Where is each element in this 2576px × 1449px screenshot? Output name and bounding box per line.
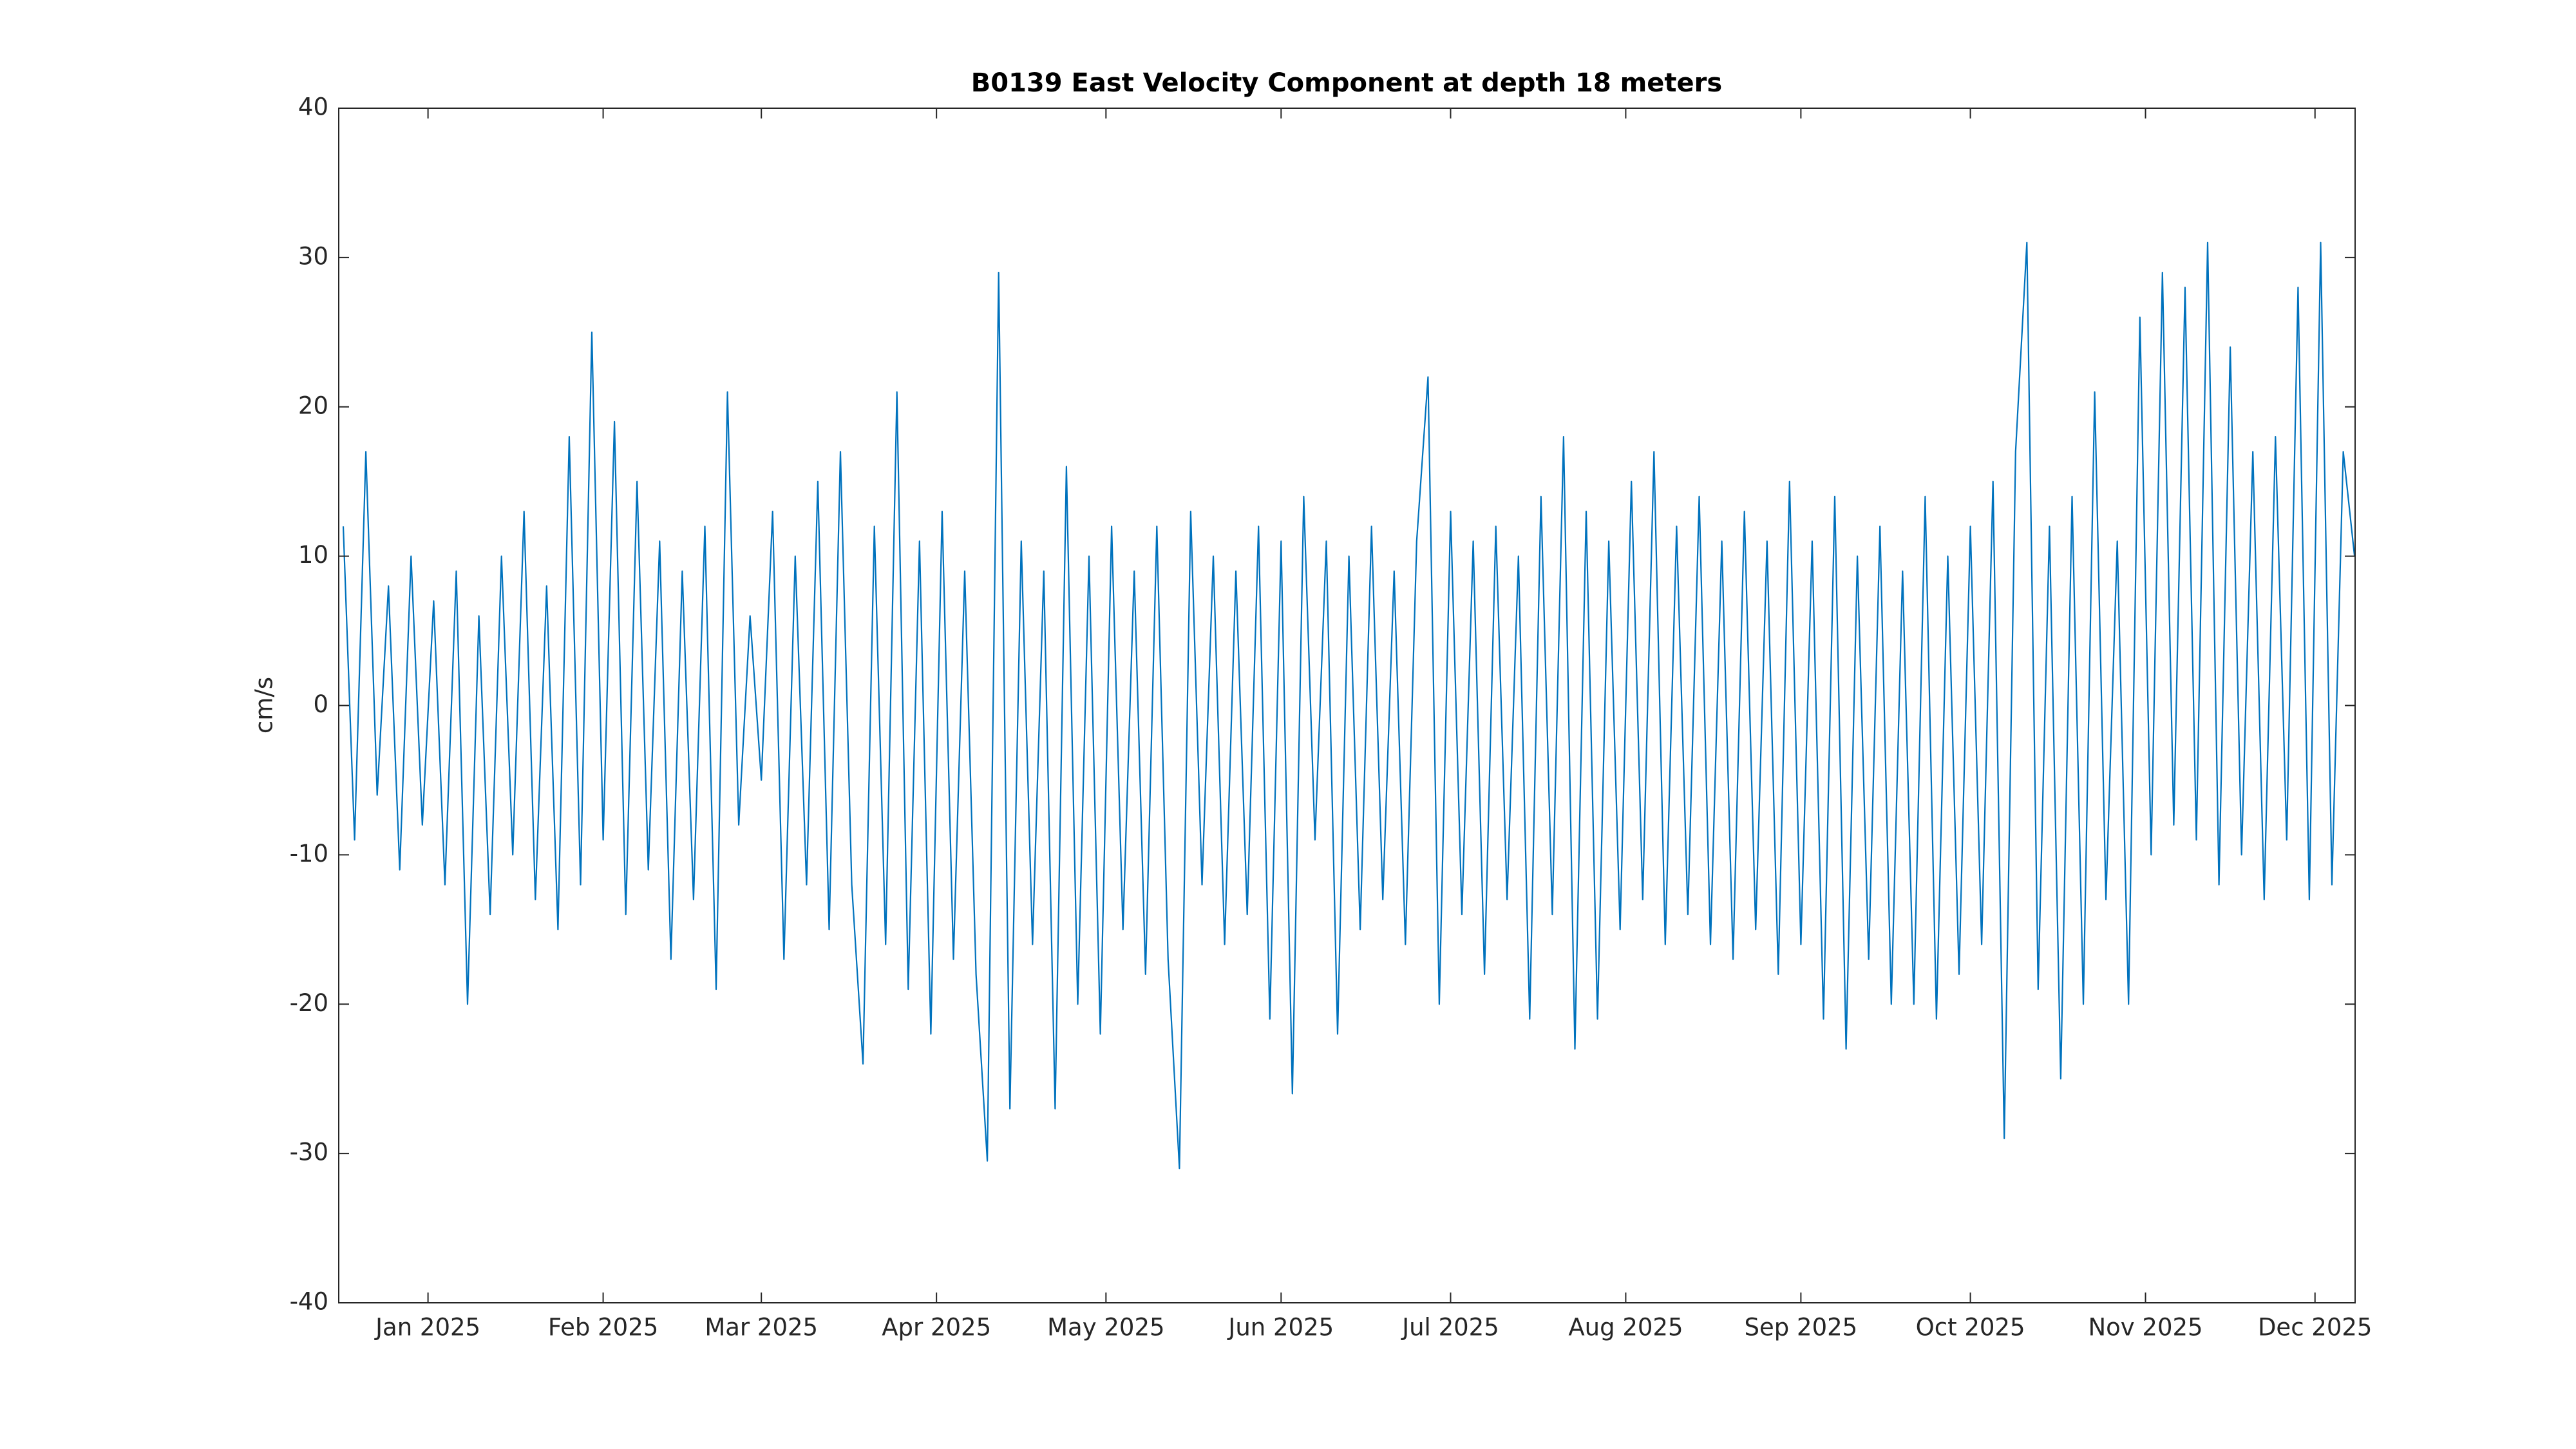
- x-tick-label: Jul 2025: [1401, 1314, 1499, 1341]
- y-tick-label: -10: [290, 840, 328, 867]
- y-tick-label: -40: [290, 1288, 328, 1316]
- y-tick-label: 10: [298, 541, 328, 569]
- y-tick-label: 30: [298, 242, 328, 270]
- x-tick-label: Mar 2025: [705, 1314, 818, 1341]
- data-line: [342, 242, 2356, 1170]
- y-tick-label: -30: [290, 1139, 328, 1166]
- x-tick-label: Aug 2025: [1568, 1314, 1683, 1341]
- y-tick-label: 0: [313, 690, 328, 718]
- x-tick-label: May 2025: [1047, 1314, 1164, 1341]
- y-tick-label: 40: [298, 93, 328, 121]
- x-tick-label: Jan 2025: [374, 1314, 480, 1341]
- x-tick-label: Sep 2025: [1745, 1314, 1858, 1341]
- y-tick-label: 20: [298, 392, 328, 419]
- x-tick-label: Jun 2025: [1227, 1314, 1334, 1341]
- x-tick-label: Dec 2025: [2258, 1314, 2372, 1341]
- x-tick-label: Oct 2025: [1916, 1314, 2025, 1341]
- x-tick-label: Nov 2025: [2088, 1314, 2202, 1341]
- y-tick-label: -20: [290, 989, 328, 1017]
- y-axis-label: cm/s: [251, 677, 278, 734]
- x-tick-label: Apr 2025: [882, 1314, 991, 1341]
- x-tick-label: Feb 2025: [548, 1314, 658, 1341]
- chart-title: B0139 East Velocity Component at depth 1…: [971, 68, 1722, 98]
